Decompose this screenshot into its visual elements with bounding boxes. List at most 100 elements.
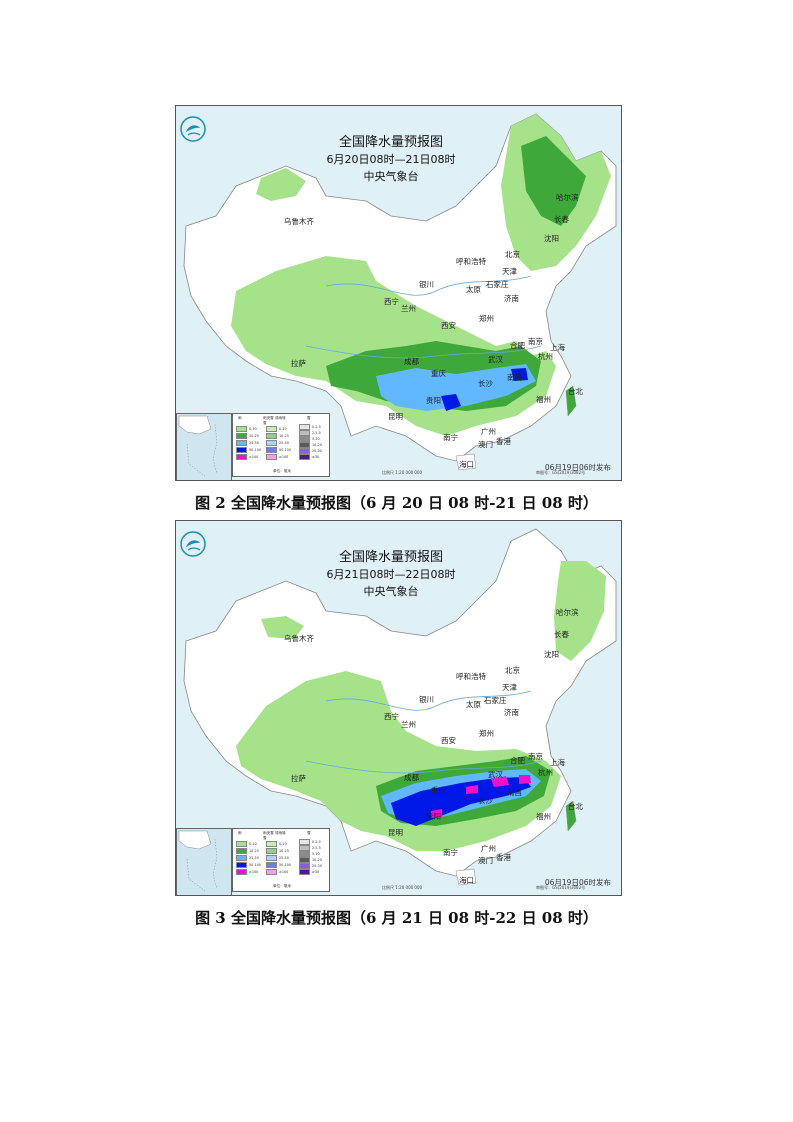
- legend-swatch: [266, 446, 277, 453]
- city-label: 乌鲁木齐: [284, 217, 314, 226]
- legend-swatch: [299, 423, 310, 430]
- legend-row: 50-100: [266, 446, 291, 453]
- city-label: 银川: [419, 280, 434, 289]
- issue-time: 06月19日06时发布: [544, 463, 611, 472]
- city-label: 南京: [528, 337, 543, 346]
- city-label: 兰州: [401, 304, 416, 313]
- map-period: 6月20日08时—21日08时: [326, 153, 456, 166]
- map-approval-no: 审图号：GS(2019)3082号: [536, 470, 586, 475]
- city-label: 成都: [404, 773, 419, 782]
- legend-label: ≥100: [279, 454, 289, 459]
- city-label: 昆明: [388, 412, 403, 421]
- city-label: 香港: [496, 437, 511, 446]
- rain-area-blue-1: [441, 394, 461, 411]
- hainan-island: [455, 868, 477, 886]
- city-label: 杭州: [538, 768, 553, 777]
- city-label: 拉萨: [291, 774, 306, 783]
- legend-label: 50-100: [249, 447, 262, 452]
- city-label: 合肥: [510, 756, 525, 765]
- rain-area-magenta-1: [491, 776, 509, 787]
- rain-area-magenta-3: [466, 785, 478, 794]
- legend-row: 25-50: [266, 854, 289, 861]
- legend-swatch: [299, 435, 310, 442]
- legend-row: 50-100: [236, 446, 262, 453]
- legend-swatch: [236, 840, 247, 847]
- city-label: 郑州: [479, 729, 494, 738]
- legend-row: ≥100: [236, 453, 258, 460]
- legend-row: 20-30: [299, 447, 322, 454]
- city-label: 上海: [550, 758, 565, 767]
- precip-legend: 雨 雨夹雪 或雨转雪 雪 0-10 10-25 25-50 50-100 ≥10…: [232, 828, 330, 892]
- river-yangtze: [305, 345, 542, 359]
- legend-swatch: [236, 439, 247, 446]
- city-label: 郑州: [479, 314, 494, 323]
- city-label: 乌鲁木齐: [284, 634, 314, 643]
- legend-swatch: [299, 844, 310, 851]
- map-title-block: 全国降水量预报图 6月21日08时—22日08时 中央气象台: [316, 549, 466, 600]
- legend-row: 10-25: [236, 847, 259, 854]
- legend-swatch: [266, 425, 277, 432]
- city-label: 银川: [419, 695, 434, 704]
- city-label: 广州: [481, 427, 496, 436]
- legend-label: 10-25: [249, 433, 259, 438]
- legend-row: ≥100: [266, 868, 288, 875]
- cma-logo-icon: [180, 116, 206, 142]
- city-label: 澳门: [478, 440, 493, 449]
- map-approval-no: 审图号：GS(2019)3082号: [536, 885, 586, 890]
- city-label: 长沙: [478, 796, 493, 805]
- city-label: 台北: [568, 802, 583, 811]
- legend-swatch: [236, 446, 247, 453]
- legend-swatch: [236, 453, 247, 460]
- rain-area-blue: [391, 777, 531, 826]
- city-label: 台北: [568, 387, 583, 396]
- legend-label: 25-50: [279, 855, 289, 860]
- map-title-block: 全国降水量预报图 6月20日08时—21日08时 中央气象台: [316, 134, 466, 185]
- legend-label: ≥30: [312, 869, 320, 874]
- city-label: 呼和浩特: [456, 257, 486, 266]
- legend-swatch: [266, 861, 277, 868]
- legend-swatch: [299, 868, 310, 875]
- legend-label: 0-10: [279, 426, 287, 431]
- rain-area-light-ne: [554, 561, 606, 661]
- map-canvas: [183, 528, 617, 886]
- rain-area-light-xj: [256, 168, 306, 201]
- legend-label: 10-25: [279, 848, 289, 853]
- legend-label: 20-30: [312, 448, 322, 453]
- city-label: 杭州: [538, 352, 553, 361]
- legend-label: 0-10: [249, 841, 257, 846]
- legend-label: 50-100: [279, 862, 292, 867]
- map-period: 6月21日08时—22日08时: [326, 568, 456, 581]
- inset-map: [178, 830, 218, 892]
- city-label: 香港: [496, 853, 511, 862]
- map-agency: 中央气象台: [363, 585, 419, 598]
- legend-swatch: [266, 840, 277, 847]
- legend-label: 20-30: [312, 863, 322, 868]
- city-label: 南京: [528, 752, 543, 761]
- city-label: 贵阳: [426, 812, 441, 821]
- legend-label: 50-100: [249, 862, 262, 867]
- city-label: 澳门: [478, 856, 493, 865]
- precip-map-jun20: 全国降水量预报图 6月20日08时—21日08时 中央气象台 乌鲁木齐 哈尔滨 …: [175, 105, 622, 481]
- legend-swatch: [236, 432, 247, 439]
- legend-row: 0-10: [266, 840, 287, 847]
- city-label: 北京: [505, 250, 520, 259]
- legend-row: 0-2.5: [299, 838, 321, 845]
- legend-row: 2.5-5: [299, 429, 321, 436]
- city-label: 成都: [404, 357, 419, 366]
- legend-swatch: [236, 425, 247, 432]
- legend-label: 10-25: [279, 433, 289, 438]
- legend-label: 0-10: [249, 426, 257, 431]
- rain-area-green-ne: [521, 136, 586, 226]
- city-label: 昆明: [388, 828, 403, 837]
- rain-area-magenta-4: [431, 809, 442, 818]
- south-china-sea-inset: [176, 828, 232, 895]
- city-label: 海口: [459, 460, 474, 469]
- legend-row: 0-2.5: [299, 423, 321, 430]
- legend-row: 25-50: [236, 439, 259, 446]
- taiwan-island: [565, 800, 577, 832]
- city-label: 武汉: [488, 770, 503, 779]
- city-label: 沈阳: [544, 650, 559, 659]
- city-label: 兰州: [401, 720, 416, 729]
- legend-row: 5-10: [299, 850, 320, 857]
- legend-swatch: [299, 838, 310, 845]
